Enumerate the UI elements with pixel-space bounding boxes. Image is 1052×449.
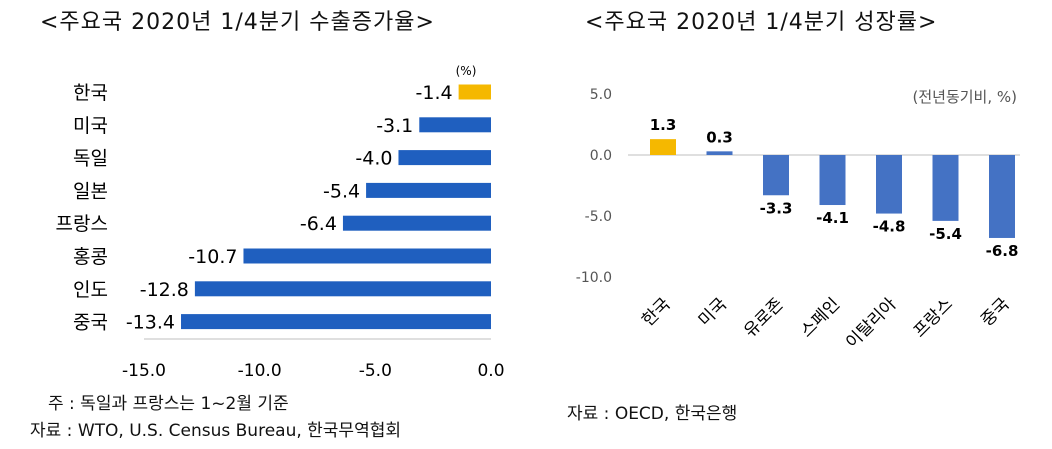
bar-value-label: 1.3: [650, 116, 677, 134]
bar-value-label: -3.1: [376, 115, 413, 137]
x-tick-label: 0.0: [477, 361, 504, 381]
y-tick-label: 5.0: [590, 87, 612, 103]
x-tick-label: -10.0: [238, 361, 282, 381]
bar-0: [650, 139, 676, 155]
bar-4: [342, 215, 491, 231]
left-note: 주 : 독일과 프랑스는 1~2월 기준: [48, 394, 289, 414]
y-tick-label: -5.0: [585, 209, 612, 225]
category-label: 미국: [73, 115, 108, 137]
category-label: 독일: [73, 148, 108, 170]
category-label: 인도: [73, 279, 108, 301]
export-growth-chart: (%)-1.4 한국 -3.1 미국 -4.0 독일 -5.4 일본 -6.4 프랑스 -10.7 홍…: [56, 64, 505, 381]
bar-value-label: -6.8: [986, 242, 1019, 260]
y-tick-label: 0.0: [590, 148, 612, 164]
category-label: 스페인: [797, 294, 844, 341]
bar-value-label: 0.3: [706, 128, 733, 146]
bar-value-label: -5.4: [929, 225, 962, 243]
x-tick-label: -15.0: [122, 361, 166, 381]
bar-1: [419, 117, 491, 133]
category-label: 중국: [73, 312, 108, 334]
bar-value-label: -3.3: [760, 199, 793, 217]
category-label: 일본: [73, 180, 108, 202]
bar-1: [706, 151, 733, 155]
category-label: 프랑스: [56, 213, 108, 235]
bar-value-label: -12.8: [140, 279, 189, 301]
bar-value-label: -13.4: [126, 312, 175, 334]
category-label: 홍콩: [73, 246, 108, 268]
right-source: 자료 : OECD, 한국은행: [567, 404, 738, 424]
bar-value-label: -6.4: [300, 213, 337, 235]
bar-3: [819, 155, 846, 206]
bar-6: [989, 155, 1015, 238]
bar-0: [458, 84, 491, 100]
x-tick-label: -5.0: [359, 361, 392, 381]
bar-2: [398, 150, 491, 166]
bar-value-label: -5.4: [323, 180, 360, 202]
category-label: 중국: [977, 294, 1013, 330]
right-chart-title: <주요국 2020년 1/4분기 성장률>: [585, 10, 938, 35]
category-label: 미국: [695, 294, 731, 330]
bar-value-label: -4.1: [816, 209, 849, 227]
category-label: 프랑스: [910, 294, 957, 341]
bar-7: [181, 314, 491, 330]
bar-3: [366, 182, 491, 198]
bar-5: [932, 155, 959, 221]
right-unit-label: (전년동기비, %): [913, 88, 1018, 106]
bar-value-label: -10.7: [188, 246, 237, 268]
category-label: 이탈리아: [842, 294, 901, 353]
bar-value-label: -1.4: [416, 82, 453, 104]
category-label: 한국: [638, 294, 674, 330]
bar-5: [243, 248, 491, 264]
bar-2: [763, 155, 789, 196]
bar-4: [876, 155, 902, 214]
category-label: 유로존: [740, 294, 787, 341]
left-chart-title: <주요국 2020년 1/4분기 수출증가율>: [40, 10, 435, 35]
category-label: 한국: [73, 82, 108, 104]
bar-6: [194, 281, 492, 297]
bar-value-label: -4.8: [873, 218, 906, 236]
left-source: 자료 : WTO, U.S. Census Bureau, 한국무역협회: [30, 421, 401, 441]
y-tick-label: -10.0: [576, 270, 612, 286]
left-unit-label: (%): [456, 64, 477, 78]
bar-value-label: -4.0: [355, 148, 392, 170]
